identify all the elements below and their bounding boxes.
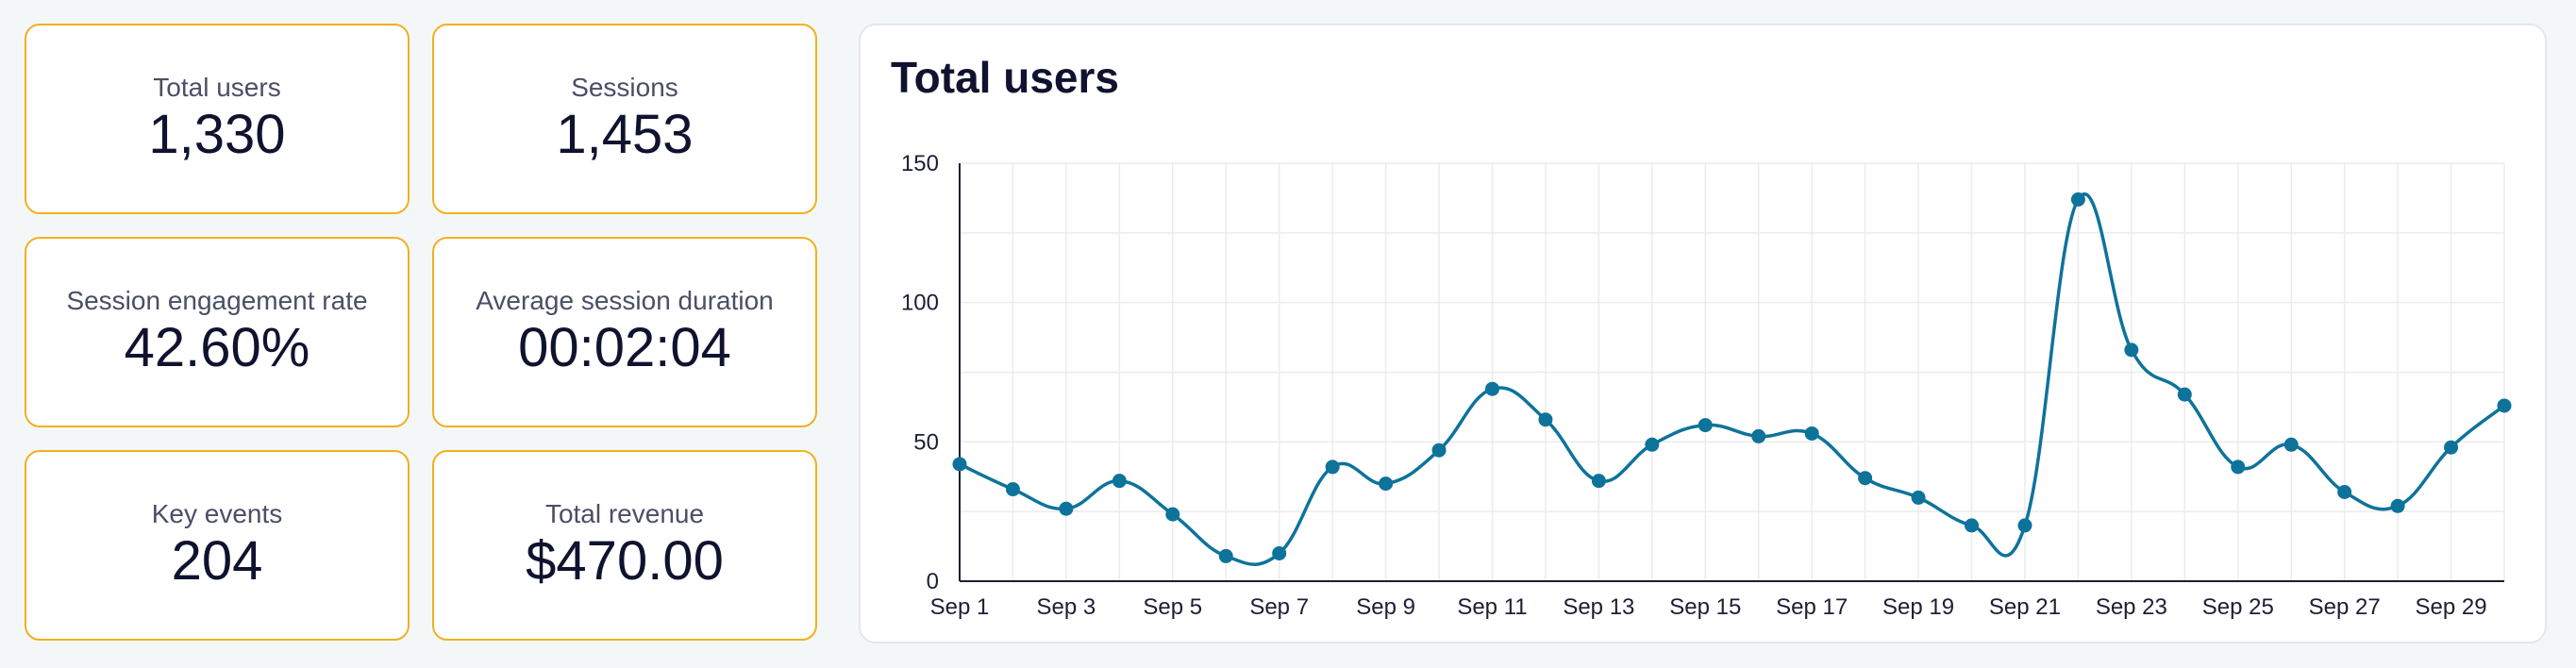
kpi-card-sessions: Sessions 1,453 bbox=[432, 24, 817, 214]
data-point-18 bbox=[1858, 471, 1873, 486]
data-point-5 bbox=[1165, 507, 1180, 522]
x-tick-label: Sep 7 bbox=[1249, 594, 1309, 620]
data-point-24 bbox=[2177, 387, 2192, 402]
data-point-12 bbox=[1538, 412, 1553, 427]
data-point-25 bbox=[2231, 459, 2246, 475]
y-tick-label: 50 bbox=[913, 429, 939, 455]
x-tick-label: Sep 3 bbox=[1037, 594, 1096, 620]
y-tick-label: 100 bbox=[901, 291, 939, 316]
data-point-20 bbox=[1965, 518, 1980, 533]
data-point-14 bbox=[1645, 437, 1660, 452]
kpi-value: 00:02:04 bbox=[518, 317, 731, 379]
data-point-1 bbox=[952, 457, 967, 472]
kpi-value: 1,453 bbox=[556, 104, 694, 166]
data-point-22 bbox=[2070, 192, 2085, 207]
kpi-card-session-engagement-rate: Session engagement rate 42.60% bbox=[25, 237, 410, 427]
kpi-label: Total revenue bbox=[544, 499, 705, 528]
x-tick-label: Sep 1 bbox=[930, 594, 990, 620]
kpi-card-average-session-duration: Average session duration 00:02:04 bbox=[432, 237, 817, 427]
kpi-label: Session engagement rate bbox=[66, 286, 368, 315]
data-point-28 bbox=[2390, 498, 2405, 513]
series-line bbox=[959, 192, 2506, 566]
data-point-23 bbox=[2124, 342, 2139, 358]
x-tick-label: Sep 5 bbox=[1143, 594, 1202, 620]
data-point-10 bbox=[1431, 443, 1447, 458]
kpi-value: 204 bbox=[171, 530, 263, 593]
data-point-2 bbox=[1005, 482, 1020, 497]
x-tick-label: Sep 15 bbox=[1669, 594, 1741, 620]
x-tick-label: Sep 21 bbox=[1989, 594, 2061, 620]
data-point-11 bbox=[1484, 381, 1499, 396]
x-tick-label: Sep 13 bbox=[1563, 594, 1634, 620]
y-tick-label: 0 bbox=[927, 569, 939, 594]
chart-panel: Total users 0 50 100 150 Sep 1 Sep 3 Sep 5 Sep … bbox=[859, 24, 2547, 643]
kpi-label: Key events bbox=[151, 499, 283, 528]
kpi-card-key-events: Key events 204 bbox=[25, 450, 410, 641]
kpi-card-total-revenue: Total revenue $470.00 bbox=[432, 450, 817, 641]
data-point-3 bbox=[1059, 501, 1074, 516]
kpi-label: Sessions bbox=[571, 73, 678, 102]
y-tick-label: 150 bbox=[901, 151, 939, 176]
data-point-8 bbox=[1325, 459, 1340, 475]
data-point-6 bbox=[1218, 548, 1233, 563]
x-tick-label: Sep 23 bbox=[2096, 594, 2167, 620]
x-tick-label: Sep 29 bbox=[2416, 594, 2487, 620]
kpi-value: 42.60% bbox=[124, 317, 310, 379]
x-tick-label: Sep 25 bbox=[2202, 594, 2274, 620]
kpi-value: 1,330 bbox=[148, 104, 286, 166]
data-point-9 bbox=[1379, 476, 1394, 492]
kpi-value: $470.00 bbox=[526, 530, 724, 593]
x-tick-label: Sep 27 bbox=[2309, 594, 2381, 620]
chart-title: Total users bbox=[891, 53, 1119, 102]
data-point-4 bbox=[1112, 474, 1127, 489]
data-point-19 bbox=[1911, 490, 1926, 505]
data-point-17 bbox=[1804, 426, 1819, 441]
data-point-29 bbox=[2444, 440, 2459, 455]
data-point-7 bbox=[1272, 545, 1287, 560]
data-point-27 bbox=[2337, 484, 2352, 499]
x-tick-label: Sep 19 bbox=[1882, 594, 1954, 620]
kpi-card-total-users: Total users 1,330 bbox=[25, 24, 410, 214]
kpi-label: Total users bbox=[153, 73, 281, 102]
data-point-15 bbox=[1698, 418, 1713, 433]
data-point-13 bbox=[1591, 474, 1606, 489]
data-point-16 bbox=[1751, 428, 1766, 443]
x-tick-label: Sep 9 bbox=[1356, 594, 1415, 620]
data-point-21 bbox=[2017, 518, 2032, 533]
data-point-30 bbox=[2497, 398, 2512, 413]
x-tick-label: Sep 17 bbox=[1776, 594, 1848, 620]
data-point-26 bbox=[2283, 437, 2299, 452]
kpi-label: Average session duration bbox=[476, 286, 774, 315]
x-tick-label: Sep 11 bbox=[1457, 594, 1527, 620]
line-chart: 0 50 100 150 Sep 1 Sep 3 Sep 5 Sep 7 Sep 9 Sep 11… bbox=[901, 151, 2512, 620]
